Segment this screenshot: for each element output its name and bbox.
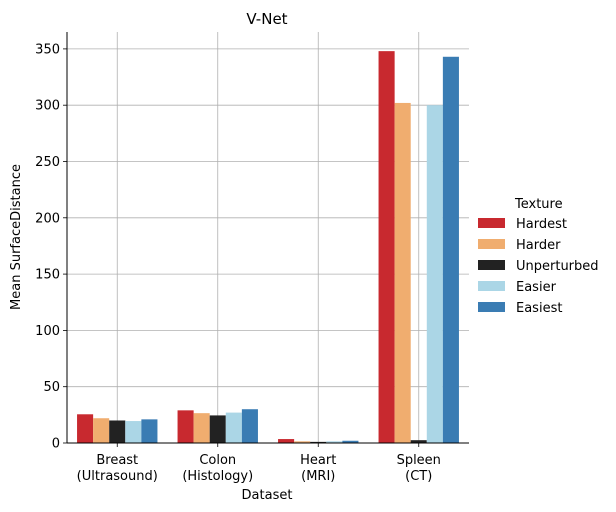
legend-label: Harder [516, 238, 561, 253]
bar-easier-1 [225, 412, 242, 443]
legend-title: Texture [514, 197, 563, 212]
axes: 0 50 100 150 200 250 300 350 Breast (Ultrasound) C… [35, 32, 469, 484]
legend-swatch [478, 281, 505, 291]
bar-unperturbed-3 [410, 440, 427, 443]
chart-title: V-Net [246, 10, 287, 28]
y-tick-label: 200 [35, 211, 60, 226]
bars [77, 51, 459, 444]
legend-swatch [478, 260, 505, 270]
legend-label: Hardest [516, 217, 567, 232]
legend-label: Easiest [516, 301, 562, 316]
y-axis-label: Mean SurfaceDistance [9, 164, 24, 310]
y-tick-label: 0 [52, 437, 60, 452]
legend-label: Unperturbed [516, 259, 599, 274]
x-axis-label: Dataset [242, 488, 293, 503]
x-tick-label: Heart (MRI) [300, 453, 336, 484]
y-tick-label: 50 [43, 380, 60, 395]
bar-harder-0 [93, 418, 110, 443]
bar-unperturbed-1 [209, 415, 226, 443]
legend-label: Easier [516, 280, 557, 295]
bar-hardest-0 [77, 414, 94, 443]
bar-easiest-3 [442, 56, 459, 443]
y-tick-label: 250 [35, 155, 60, 170]
bar-hardest-3 [378, 51, 395, 444]
grid [67, 32, 469, 444]
bar-easier-0 [125, 421, 142, 443]
bar-easiest-0 [141, 419, 158, 443]
bar-easiest-1 [241, 409, 258, 443]
bar-harder-2 [294, 441, 311, 443]
x-tick-label: Colon (Histology) [182, 453, 253, 484]
bar-unperturbed-2 [310, 441, 327, 443]
legend-swatch [478, 239, 505, 249]
bar-harder-1 [193, 413, 210, 443]
bar-hardest-2 [278, 439, 295, 443]
bar-harder-3 [394, 102, 411, 443]
bar-easiest-2 [342, 440, 359, 443]
y-tick-label: 150 [35, 268, 60, 283]
legend: Texture Hardest Harder Unperturbed Easier Ea… [478, 197, 599, 316]
bar-easier-2 [326, 441, 343, 443]
y-tick-label: 100 [35, 324, 60, 339]
x-tick-label: Spleen (CT) [397, 453, 441, 484]
y-tick-label: 350 [35, 42, 60, 57]
y-tick-label: 300 [35, 99, 60, 114]
bar-hardest-1 [177, 410, 194, 443]
bar-unperturbed-0 [109, 420, 126, 443]
legend-swatch [478, 302, 505, 312]
legend-swatch [478, 218, 505, 228]
bar-easier-3 [426, 105, 443, 444]
x-tick-label: Breast (Ultrasound) [77, 453, 158, 484]
